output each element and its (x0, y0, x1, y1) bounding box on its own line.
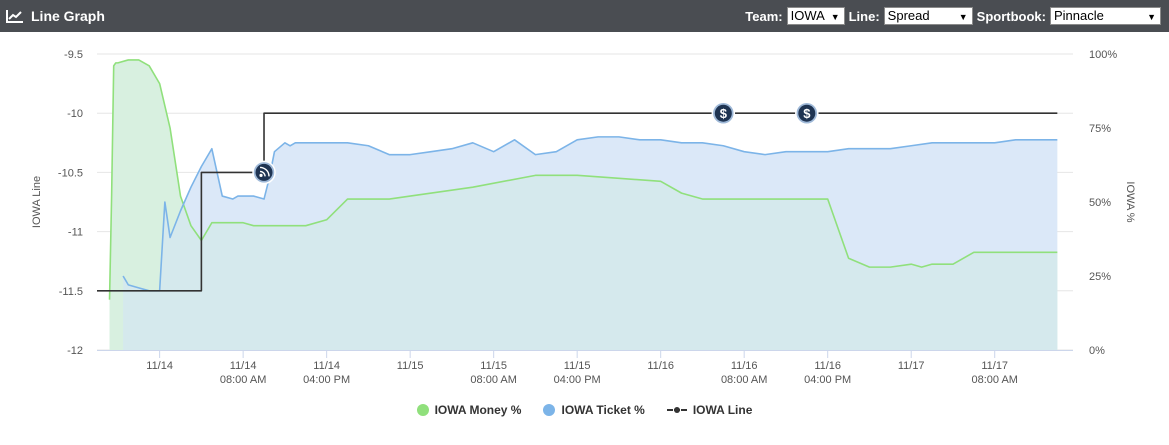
legend-item-line[interactable]: IOWA Line (666, 403, 753, 417)
y-tick-label-left: -11 (68, 227, 83, 239)
x-tick-label-time: 04:00 PM (554, 374, 601, 386)
x-tick-label-time: 08:00 AM (721, 374, 767, 386)
x-tick-label: 11/16 (647, 360, 674, 372)
money-series-line (108, 59, 1058, 300)
legend-item-ticket[interactable]: IOWA Ticket % (543, 403, 645, 417)
x-tick-label: 11/15 (397, 360, 424, 372)
y-tick-label-right: 100% (1089, 49, 1117, 61)
dollar-icon-glyph: $ (803, 106, 811, 121)
legend-ticket-label: IOWA Ticket % (561, 403, 645, 417)
x-tick-label: 11/17 (898, 360, 925, 372)
sportbook-select-value: Pinnacle (1054, 8, 1104, 23)
legend-ticket-dot (543, 404, 556, 416)
overlap-area (109, 59, 1058, 351)
line-graph-chart: -9.5 -10 -10.5 -11 -11.5 -12 100% 75% 50% 25% 0% IO… (31, 49, 1136, 386)
y-tick-label-right: 0% (1089, 345, 1105, 357)
ticket-series-line (122, 136, 1058, 292)
news-icon-arc (259, 170, 266, 177)
legend-money-label: IOWA Money % (434, 403, 522, 417)
team-select-value: IOWA (790, 8, 825, 23)
team-label: Team: (745, 8, 783, 24)
title-area: Line Graph (6, 0, 105, 32)
legend-money-dot (416, 404, 429, 416)
x-tick-label-time: 08:00 AM (971, 374, 1017, 386)
dollar-icon-glyph: $ (720, 106, 728, 121)
legend-line-symbol (666, 404, 687, 416)
team-select[interactable]: IOWA ▼ (786, 7, 845, 25)
y-tick-label-right: 75% (1089, 123, 1111, 135)
y-tick-label-right: 50% (1089, 197, 1111, 209)
dollar-icon (714, 104, 732, 122)
y-tick-label-left: -10 (67, 108, 83, 120)
chart-controls: Team: IOWA ▼ Line: Spread ▼ Sportbook: P… (741, 0, 1161, 32)
x-tick-label: 11/17 (981, 360, 1008, 372)
x-tick-label-time: 08:00 AM (470, 374, 516, 386)
news-icon-arc (259, 166, 270, 177)
dollar-icon (798, 104, 816, 122)
x-tick-label: 11/14 (313, 360, 340, 372)
y-tick-label-left: -10.5 (58, 167, 83, 179)
x-tick-label-time: 04:00 PM (804, 374, 851, 386)
x-tick-label: 11/16 (731, 360, 758, 372)
chart-legend: IOWA Money % IOWA Ticket % IOWA Line (0, 403, 1169, 417)
line-select-value: Spread (887, 8, 930, 23)
y-axis-title-right: IOWA % (1124, 181, 1136, 222)
x-tick-label: 11/14 (146, 360, 173, 372)
y-tick-label-right: 25% (1089, 271, 1111, 283)
news-icon-dot (259, 173, 263, 177)
sportbook-select[interactable]: Pinnacle ▼ (1050, 7, 1161, 25)
chevron-down-icon: ▼ (830, 12, 840, 22)
x-tick-label: 11/15 (564, 360, 591, 372)
chart-header: Line Graph Team: IOWA ▼ Line: Spread ▼ S… (0, 0, 1169, 32)
chevron-down-icon: ▼ (1147, 12, 1156, 22)
line-label: Line: (848, 8, 880, 24)
x-tick-label-time: 08:00 AM (220, 374, 266, 386)
line-chart-icon (6, 10, 23, 23)
x-tick-label-time: 04:00 PM (303, 374, 350, 386)
x-tick-label: 11/14 (230, 360, 257, 372)
y-tick-label-left: -11.5 (59, 286, 83, 298)
iowa-line-series (97, 112, 1058, 292)
y-axis-title-left: IOWA Line (31, 176, 43, 228)
chevron-down-icon: ▼ (958, 12, 968, 22)
legend-item-money[interactable]: IOWA Money % (416, 403, 522, 417)
legend-line-label: IOWA Line (692, 403, 753, 417)
chart-title: Line Graph (31, 8, 105, 24)
y-tick-label-left: -12 (67, 345, 83, 357)
line-select[interactable]: Spread ▼ (883, 7, 973, 25)
sportbook-label: Sportbook: (976, 8, 1046, 24)
x-tick-label: 11/15 (480, 360, 507, 372)
x-tick-label: 11/16 (814, 360, 841, 372)
y-tick-label-left: -9.5 (64, 49, 83, 61)
